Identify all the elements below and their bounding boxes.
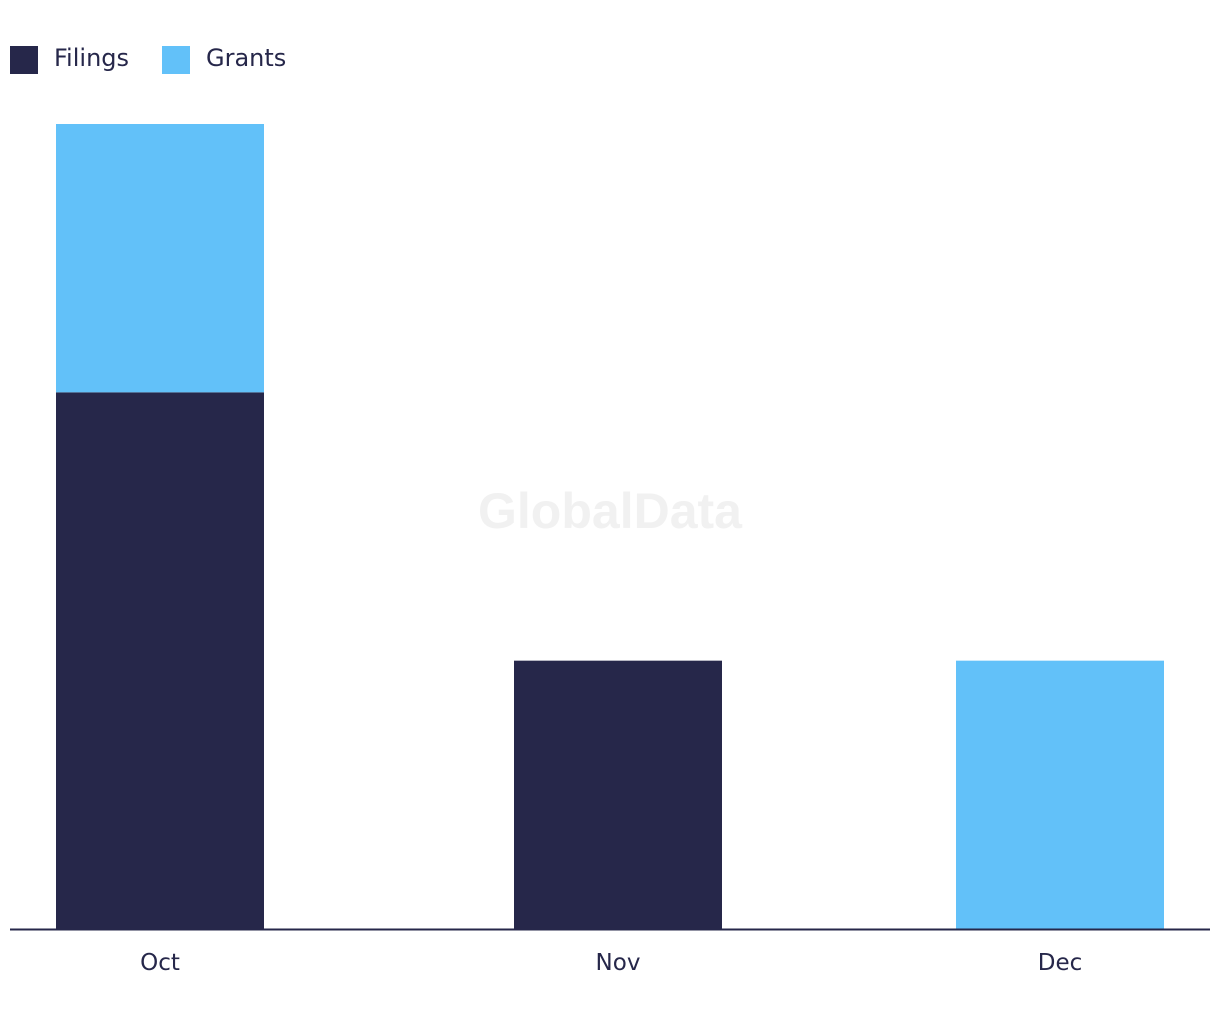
legend-label-grants: Grants [206,44,286,72]
legend-swatch-grants [162,46,190,74]
x-tick-label-dec: Dec [1038,950,1083,976]
bar-filings-oct [56,392,264,929]
x-tick-label-nov: Nov [596,950,641,976]
legend-label-filings: Filings [54,44,129,72]
bar-grants-oct [56,124,264,393]
legend: Filings Grants [10,44,286,74]
bar-filings-nov [514,660,722,929]
bars [56,124,1164,929]
x-tick-label-oct: Oct [140,950,180,976]
legend-swatch-filings [10,46,38,74]
x-tick-labels: Oct Nov Dec [140,950,1082,976]
watermark: GlobalData [478,483,743,539]
bar-grants-dec [956,660,1164,929]
